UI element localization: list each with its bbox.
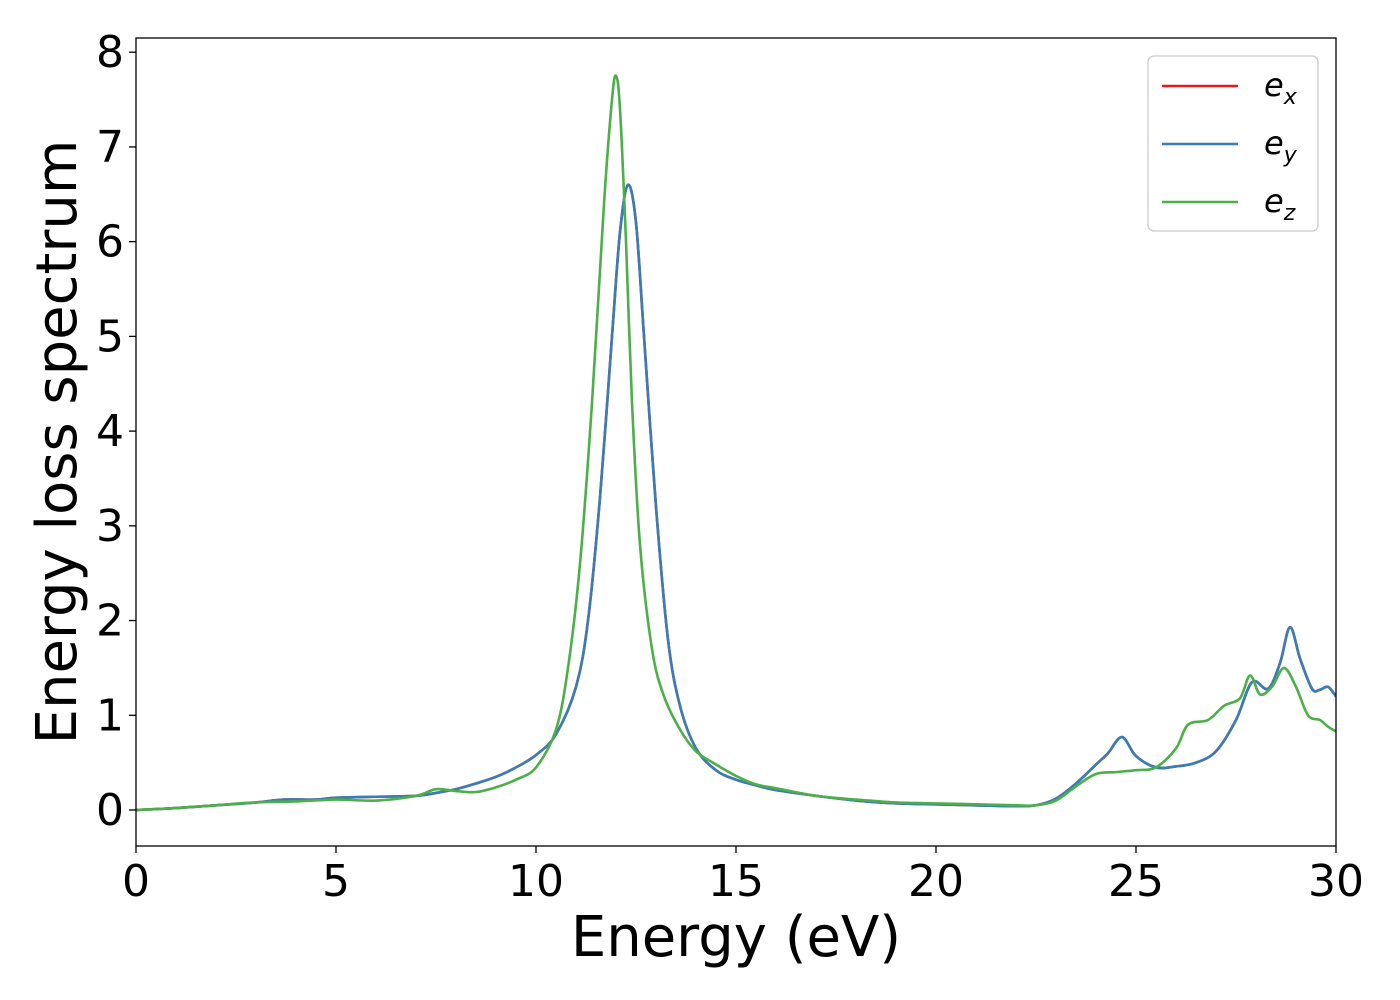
y-tick-label: 0 xyxy=(96,785,124,836)
x-tick-label: 10 xyxy=(508,856,564,907)
legend: ex ey ez xyxy=(1147,55,1319,232)
y-tick-label: 8 xyxy=(96,27,124,78)
y-tick-label: 2 xyxy=(96,596,124,647)
y-tick-label: 1 xyxy=(96,690,124,741)
series-layer xyxy=(136,74,1336,812)
y-axis-ticks: 0 1 2 3 4 5 6 7 8 xyxy=(96,27,136,836)
y-tick-label: 6 xyxy=(96,217,124,268)
y-tick-label: 4 xyxy=(96,406,124,457)
y-tick-label: 7 xyxy=(96,122,124,173)
x-axis-ticks: 0 5 10 15 20 25 30 xyxy=(122,846,1364,907)
x-tick-label: 5 xyxy=(322,856,350,907)
x-tick-label: 0 xyxy=(122,856,150,907)
legend-label-z: ez xyxy=(1264,182,1296,226)
series-line-x xyxy=(136,183,1336,812)
legend-label-y: ey xyxy=(1264,124,1298,168)
series-line-z xyxy=(136,74,1336,812)
x-tick-label: 15 xyxy=(708,856,764,907)
y-tick-label: 3 xyxy=(96,501,124,552)
y-axis-label: Energy loss spectrum xyxy=(25,140,90,745)
y-tick-label: 5 xyxy=(96,311,124,362)
series-line-y xyxy=(136,183,1336,812)
x-tick-label: 30 xyxy=(1308,856,1364,907)
legend-label-x: ex xyxy=(1264,66,1298,110)
plot-frame xyxy=(135,37,1337,847)
x-axis-label: Energy (eV) xyxy=(571,905,901,970)
x-tick-label: 25 xyxy=(1108,856,1164,907)
x-tick-label: 20 xyxy=(908,856,964,907)
